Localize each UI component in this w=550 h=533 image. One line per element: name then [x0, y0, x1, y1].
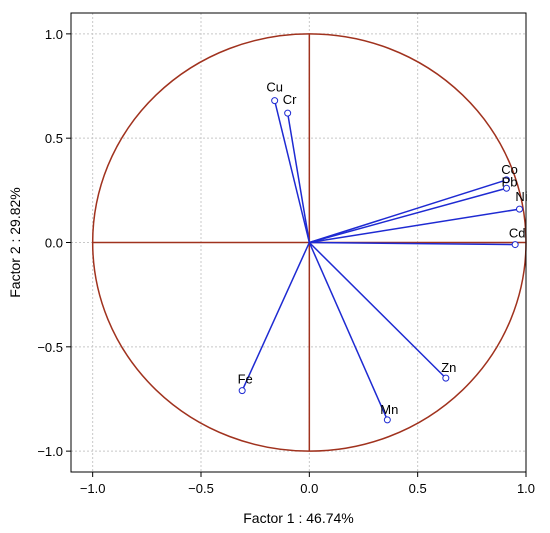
point-cd — [511, 241, 519, 249]
label-zn: Zn — [441, 360, 456, 375]
vector-co — [309, 179, 507, 244]
loading-vectors — [241, 100, 520, 421]
x-tick-label: 1.0 — [517, 481, 535, 496]
point-zn — [442, 374, 450, 382]
point-fe — [238, 387, 246, 395]
label-cu: Cu — [266, 80, 283, 95]
point-cr — [284, 109, 292, 117]
point-ni — [516, 205, 523, 213]
label-mn: Mn — [380, 402, 398, 417]
label-fe: Fe — [238, 372, 253, 387]
x-tick-label: 0.0 — [300, 481, 318, 496]
x-tick-label: −1.0 — [80, 481, 106, 496]
x-axis-ticks: −1.0 −0.5 0.0 0.5 1.0 — [80, 472, 535, 496]
vector-ni — [309, 208, 520, 244]
point-mn — [383, 416, 391, 424]
point-co — [503, 176, 510, 184]
x-tick-label: 0.5 — [409, 481, 427, 496]
point-cu — [271, 97, 279, 105]
label-co: Co — [501, 162, 518, 177]
loading-points — [238, 97, 523, 424]
y-tick-label: 0.0 — [45, 236, 63, 251]
y-axis-label: Factor 2 : 29.82% — [7, 187, 23, 298]
y-tick-label: 0.5 — [45, 131, 63, 146]
y-tick-label: −0.5 — [37, 340, 63, 355]
vector-pb — [309, 187, 507, 244]
label-cd: Cd — [509, 226, 526, 241]
x-axis-label: Factor 1 : 46.74% — [243, 510, 354, 526]
point-pb — [503, 184, 510, 192]
vector-zn — [308, 241, 447, 379]
vector-cd — [309, 241, 516, 246]
vector-cu — [273, 100, 311, 243]
label-cr: Cr — [283, 92, 297, 107]
y-axis-ticks: −1.0 −0.5 0.0 0.5 1.0 — [37, 27, 71, 459]
x-tick-label: −0.5 — [188, 481, 214, 496]
label-ni: Ni — [515, 189, 527, 204]
vector-mn — [308, 242, 389, 421]
y-tick-label: −1.0 — [37, 444, 63, 459]
vector-cr — [286, 113, 311, 243]
y-tick-label: 1.0 — [45, 27, 63, 42]
vector-fe — [241, 242, 311, 391]
label-pb: Pb — [502, 174, 518, 189]
